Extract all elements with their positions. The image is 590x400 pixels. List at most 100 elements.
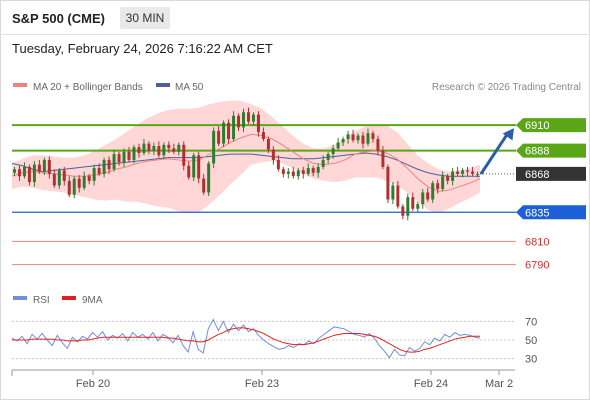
candle-body (102, 159, 106, 174)
candle-body (32, 164, 36, 183)
resistance-tag (516, 143, 586, 158)
support-label: 6790 (525, 260, 549, 272)
x-tick-label: Feb 20 (76, 378, 110, 390)
rsi-ma-legend-label: 9MA (82, 295, 103, 306)
candle-body (197, 155, 201, 179)
rsi-tick-label: 30 (525, 354, 537, 366)
ma50-line (11, 152, 480, 177)
candle-body (157, 145, 161, 156)
forecast-arrow-shaft (479, 132, 510, 175)
rsi-legend-swatch (13, 296, 27, 300)
candle-body (162, 144, 166, 156)
candle-body (326, 154, 330, 160)
candle-body (57, 170, 61, 186)
candle-body (311, 168, 315, 173)
candle-body (37, 164, 41, 172)
candle-body (127, 151, 131, 160)
candle-body (202, 178, 206, 193)
candle-body (341, 139, 345, 143)
candle-body (381, 150, 385, 167)
candle-body (266, 139, 270, 150)
candle-body (281, 169, 285, 174)
resistance-label: 6888 (525, 146, 549, 158)
candle-body (87, 176, 91, 181)
candle-body (142, 143, 146, 153)
candle-body (92, 168, 96, 181)
candle-body (107, 159, 111, 170)
candle-body (376, 139, 380, 151)
candle-body (227, 122, 231, 140)
level-tags: 6910 6888 6868 6835 6810 6790 (516, 118, 586, 272)
resistance-tag (516, 118, 586, 133)
candle-body (97, 168, 101, 174)
candle-body (351, 134, 355, 141)
candle-body (456, 171, 460, 174)
ma20-legend-label: MA 20 + Bollinger Bands (33, 82, 143, 93)
candle-body (331, 148, 335, 155)
candle-body (22, 166, 26, 177)
x-axis: Feb 20 Feb 23 Feb 24 Mar 2 (11, 369, 515, 390)
candle-body (67, 180, 71, 195)
candle-body (271, 149, 275, 160)
candle-body (256, 114, 260, 133)
candle-body (441, 176, 445, 189)
ma20-legend-swatch (13, 83, 27, 87)
forecast-arrow-head (502, 128, 514, 141)
ma50-legend-swatch (156, 83, 170, 87)
pivot-tag (516, 205, 586, 220)
candle-body (246, 112, 250, 122)
candle-body (336, 142, 340, 149)
candle-body (471, 171, 475, 174)
candle-body (361, 135, 365, 144)
candle-body (451, 171, 455, 181)
candle-body (217, 130, 221, 144)
candle-body (77, 178, 81, 188)
candle-body (137, 147, 141, 153)
candle-body (321, 159, 325, 167)
candle-body (411, 197, 415, 209)
candle-body (152, 145, 156, 151)
candle-body (301, 170, 305, 174)
candle-body (446, 176, 450, 181)
bollinger-band (12, 100, 480, 214)
candle-body (306, 168, 310, 174)
candle-body (476, 173, 480, 175)
last-price-label: 6868 (525, 169, 549, 181)
candle-body (72, 178, 76, 195)
candle-body (396, 185, 400, 207)
rsi-panel: 70 50 30 (11, 316, 537, 366)
candle-body (406, 197, 410, 216)
candlesticks (12, 107, 480, 221)
forecast-arrow (479, 128, 514, 175)
candle-body (426, 192, 430, 200)
candle-body (182, 144, 186, 166)
rsi-tick-label: 50 (525, 335, 537, 347)
candle-body (122, 151, 126, 163)
candle-body (192, 155, 196, 178)
candle-body (12, 169, 16, 173)
candle-body (386, 166, 390, 200)
x-tick-label: Feb 24 (414, 378, 448, 390)
candle-body (177, 144, 181, 152)
candle-body (416, 204, 420, 209)
ma20-line (11, 133, 481, 192)
candle-body (356, 135, 360, 141)
resistance-label: 6910 (525, 120, 549, 132)
candle-body (117, 154, 121, 163)
candle-body (232, 115, 236, 140)
rsi-legend-label: RSI (33, 295, 50, 306)
timeframe-badge[interactable]: 30 MIN (120, 7, 170, 29)
x-tick-label: Feb 23 (245, 378, 279, 390)
candle-body (431, 183, 435, 200)
candle-body (346, 134, 350, 140)
candle-body (316, 166, 320, 173)
rsi-ma-line (12, 327, 480, 353)
candle-body (27, 166, 31, 183)
candle-body (291, 171, 295, 177)
candle-body (212, 130, 216, 164)
pivot-label: 6835 (525, 207, 549, 219)
candle-body (296, 170, 300, 177)
candle-body (187, 165, 191, 178)
moving-averages (11, 133, 481, 192)
